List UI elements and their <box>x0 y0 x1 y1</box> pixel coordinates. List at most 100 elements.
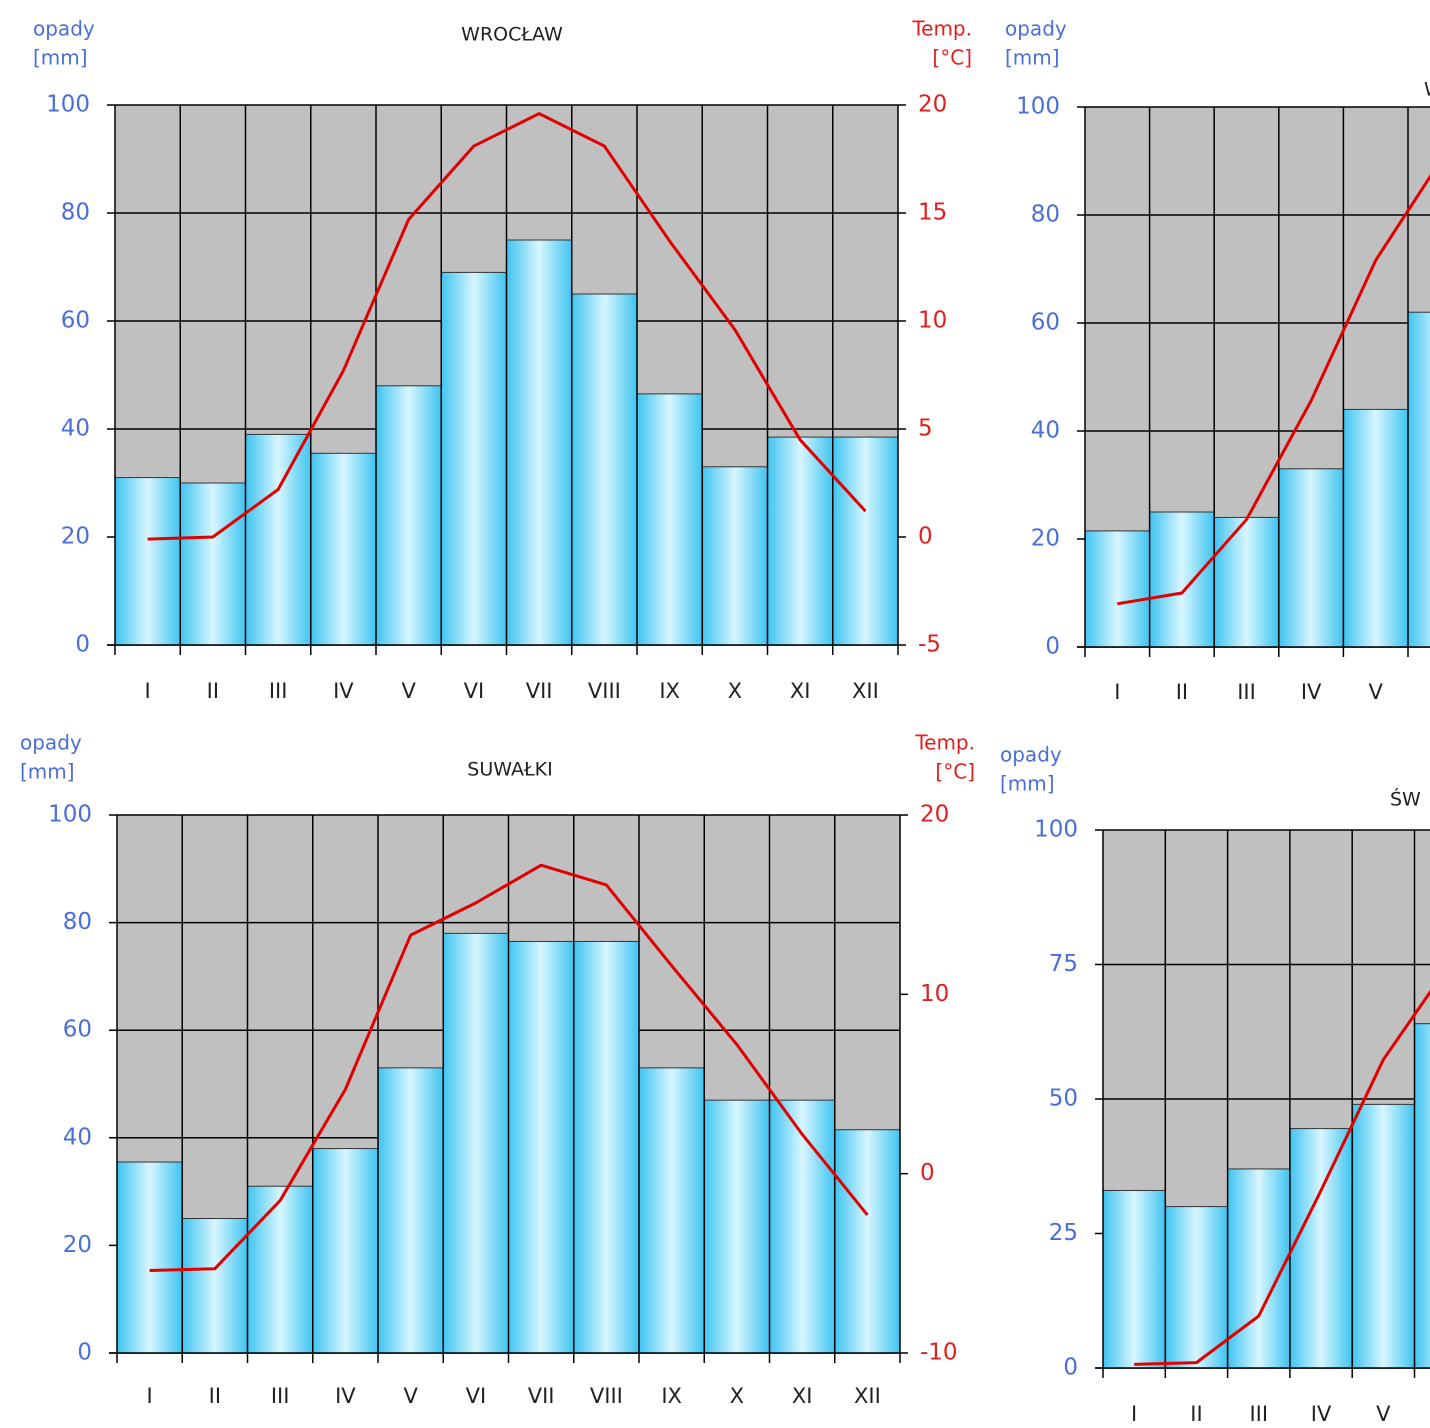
bar <box>1213 516 1280 648</box>
y-tick-label: 80 <box>61 200 90 226</box>
y-axis-label: [mm] <box>20 760 75 784</box>
bar <box>834 1129 901 1354</box>
bar <box>442 932 509 1354</box>
y2-tick-label: 15 <box>918 200 947 226</box>
bar <box>703 1099 770 1354</box>
y2-tick-label: -5 <box>918 632 941 658</box>
x-tick-label: VIII <box>588 679 621 703</box>
y-tick-label: 75 <box>1049 951 1078 977</box>
bar <box>1342 408 1409 648</box>
y-tick-label: 20 <box>61 524 90 550</box>
x-tick-label: VII <box>526 679 553 703</box>
y2-tick-label: 0 <box>920 1160 935 1186</box>
x-tick-label: II <box>207 679 219 703</box>
y-tick-label: 50 <box>1049 1086 1078 1112</box>
x-tick-label: X <box>728 679 742 703</box>
x-tick-label: VII <box>528 1384 555 1408</box>
bar <box>245 433 312 646</box>
bar <box>1278 468 1344 648</box>
y-tick-label: 100 <box>1034 817 1078 843</box>
temperature-line <box>149 863 869 1273</box>
y2-tick-label: 20 <box>920 802 949 828</box>
y2-tick-label: 20 <box>918 92 947 118</box>
y-tick-label: 100 <box>48 802 92 828</box>
y2-axis-label: Temp. <box>914 731 975 755</box>
bar <box>1149 511 1215 648</box>
chart: WROCŁAW opady [mm] Temp. [°C] 0 20 40 60 80 100 -5 0… <box>33 17 972 704</box>
x-tick-label: IV <box>1311 1402 1332 1426</box>
bar <box>1102 1189 1166 1369</box>
bar <box>312 1148 379 1354</box>
y-tick-label: 60 <box>61 308 90 334</box>
x-tick-label: XI <box>790 679 811 703</box>
y2-tick-label: 10 <box>918 308 947 334</box>
y-tick-label: 0 <box>1063 1355 1078 1381</box>
chart-title: W <box>1424 79 1430 101</box>
x-tick-label: II <box>1190 1402 1202 1426</box>
bar <box>571 293 638 646</box>
bar <box>310 452 377 646</box>
x-tick-label: III <box>1249 1402 1268 1426</box>
y-axis-label: opady <box>1000 743 1062 767</box>
bar <box>114 477 181 646</box>
bar <box>181 1218 248 1354</box>
x-tick-label: X <box>730 1384 744 1408</box>
x-tick-label: I <box>145 679 151 703</box>
bar <box>1407 311 1430 648</box>
y-axis-label: opady <box>20 731 82 755</box>
x-tick-label: VI <box>464 679 485 703</box>
chart-title: WROCŁAW <box>461 24 563 46</box>
x-tick-label: III <box>1237 680 1256 704</box>
chart-title: ŚW <box>1390 787 1421 811</box>
x-tick-label: VI <box>466 1384 487 1408</box>
temperature-line <box>1134 989 1430 1366</box>
x-tick-label: IX <box>659 679 680 703</box>
x-tick-label: IX <box>661 1384 682 1408</box>
y-tick-label: 0 <box>1045 634 1060 660</box>
y-axis-label: [mm] <box>33 46 88 70</box>
y-axis-label: [mm] <box>1000 772 1055 796</box>
y-tick-label: 20 <box>1031 526 1060 552</box>
x-tick-label: VIII <box>590 1384 623 1408</box>
x-tick-label: IV <box>335 1384 356 1408</box>
y2-tick-label: 5 <box>918 416 933 442</box>
y-tick-label: 25 <box>1049 1220 1078 1246</box>
bar <box>247 1185 314 1354</box>
y-tick-label: 40 <box>61 416 90 442</box>
temperature-line <box>1117 174 1430 606</box>
x-tick-label: III <box>271 1384 290 1408</box>
y-tick-label: 100 <box>1016 94 1060 120</box>
x-tick-label: I <box>1131 1402 1137 1426</box>
bar <box>179 482 246 646</box>
y-tick-label: 20 <box>63 1232 92 1258</box>
x-tick-label: IV <box>333 679 354 703</box>
x-tick-label: IV <box>1301 680 1322 704</box>
y-tick-label: 40 <box>1031 418 1060 444</box>
bar <box>832 436 899 646</box>
bar <box>701 466 768 646</box>
x-tick-label: I <box>1114 680 1120 704</box>
bar <box>638 1067 705 1354</box>
y-axis-label: opady <box>1005 17 1067 41</box>
bar <box>506 239 573 646</box>
y-tick-label: 80 <box>63 909 92 935</box>
bar <box>767 436 834 646</box>
x-tick-label: V <box>401 679 416 703</box>
y-tick-label: 40 <box>63 1124 92 1150</box>
y-tick-label: 0 <box>77 1340 92 1366</box>
chart: SUWAŁKIopady[mm]Temp.[°C]020406080100-10… <box>20 731 975 1409</box>
y2-axis-label: Temp. <box>911 17 972 41</box>
bar <box>1164 1206 1229 1369</box>
y2-tick-label: 0 <box>918 524 933 550</box>
y-tick-label: 0 <box>75 632 90 658</box>
temperature-line <box>147 112 867 541</box>
chart-title: SUWAŁKI <box>467 759 552 781</box>
bar <box>636 393 703 646</box>
bar <box>375 385 442 646</box>
x-tick-label: V <box>403 1384 418 1408</box>
x-tick-label: III <box>269 679 288 703</box>
bar <box>1227 1168 1291 1369</box>
y-tick-label: 100 <box>46 92 90 118</box>
